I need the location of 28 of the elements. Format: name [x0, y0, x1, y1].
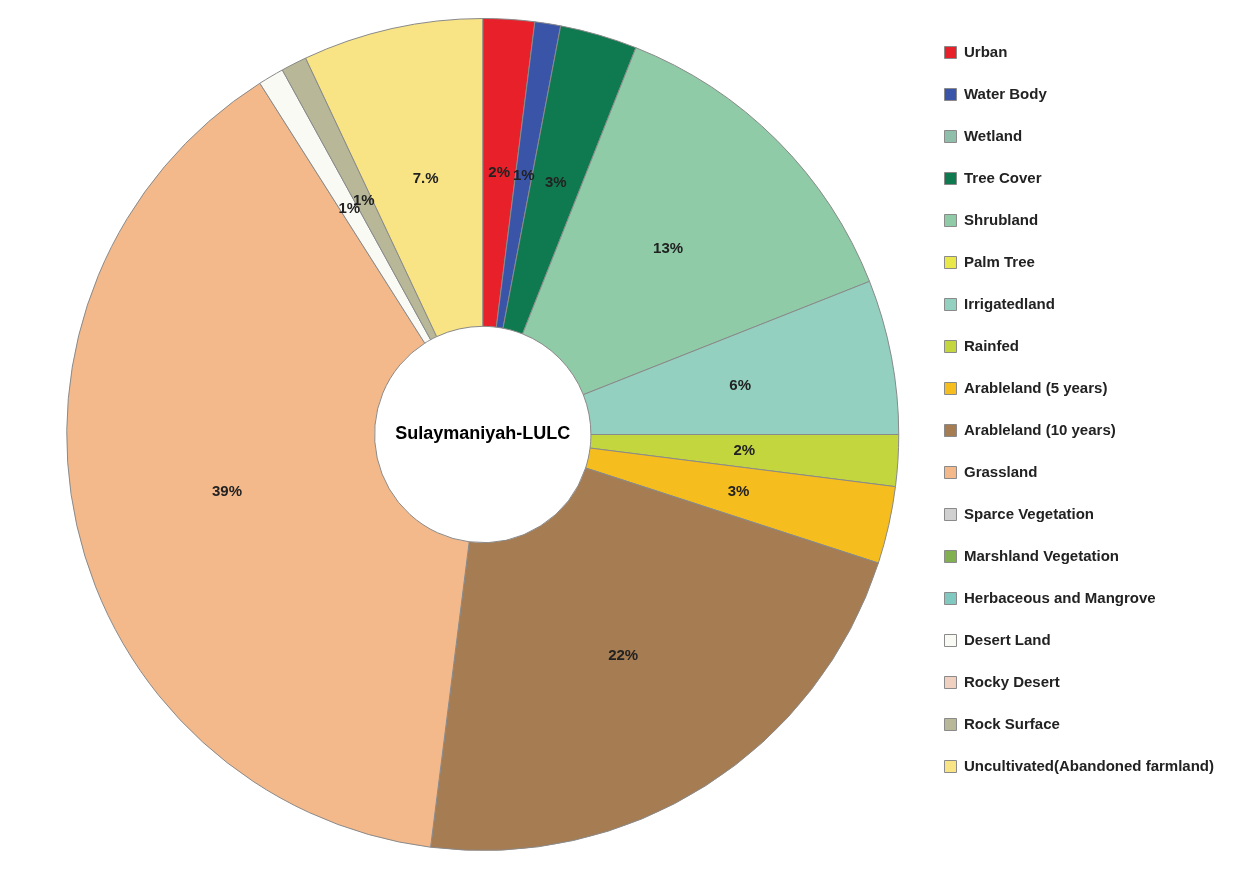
data-label: 3%	[727, 481, 750, 499]
legend-label: Urban	[963, 42, 1008, 60]
legend-label: Arableland (10 years)	[963, 420, 1116, 438]
legend-label: Uncultivated(Abandoned farmland)	[963, 756, 1214, 774]
legend-label: Shrubland	[963, 210, 1039, 228]
data-label: 2%	[733, 441, 756, 459]
data-label: 22%	[608, 645, 639, 663]
data-label: 13%	[653, 239, 684, 257]
legend-label: Palm Tree	[963, 252, 1035, 270]
legend-label: Water Body	[963, 84, 1048, 102]
data-label: 6%	[729, 375, 752, 393]
data-label: 3%	[545, 172, 567, 190]
legend-label: Desert Land	[963, 630, 1051, 648]
legend-label: Sparce Vegetation	[963, 504, 1095, 522]
legend-label: Irrigatedland	[963, 294, 1055, 312]
data-label: 7.%	[412, 168, 439, 186]
legend-label: Herbaceous and Mangrove	[963, 588, 1156, 606]
legend-label: Tree Cover	[963, 168, 1042, 186]
legend-label: Rock Surface	[963, 714, 1060, 732]
data-label: 39%	[211, 481, 242, 499]
legend-label: Rainfed	[963, 336, 1019, 354]
legend-label: Grassland	[963, 462, 1038, 480]
legend-label: Arableland (5 years)	[963, 378, 1108, 396]
legend-label: Marshland Vegetation	[963, 546, 1120, 564]
text: Sulaymaniyah-LULC	[395, 423, 571, 444]
legend-label: Rocky Desert	[963, 672, 1060, 690]
data-label: 2%	[488, 163, 511, 181]
legend-label: Wetland	[963, 126, 1023, 144]
